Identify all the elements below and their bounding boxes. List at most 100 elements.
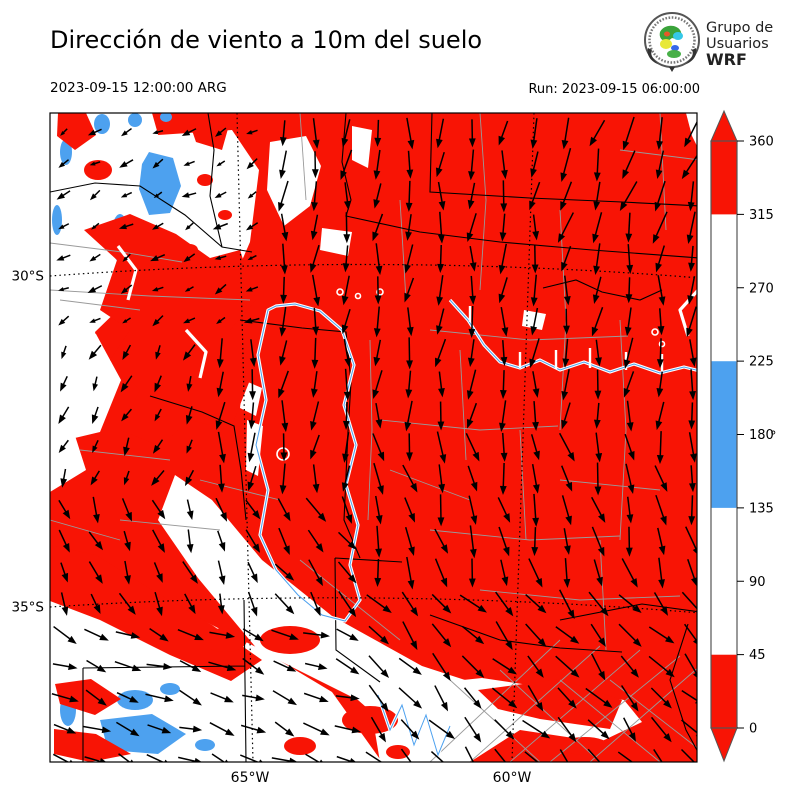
wind-arrow-head xyxy=(92,383,99,392)
wind-sector-blue xyxy=(160,113,172,122)
wind-arrow xyxy=(497,497,509,519)
wind-arrow xyxy=(431,623,449,644)
wind-arrow xyxy=(280,213,287,237)
wind-arrow-head xyxy=(589,136,598,147)
wind-arrow-head xyxy=(56,255,65,261)
wind-arrow-head xyxy=(310,388,318,398)
wind-arrow xyxy=(564,275,569,301)
wind-arrow-head xyxy=(597,546,605,557)
wind-arrow-head xyxy=(499,422,506,433)
wind-arrow-head xyxy=(561,419,568,430)
province-border xyxy=(559,603,697,752)
department-border xyxy=(399,199,407,301)
wind-arrow-head xyxy=(225,728,235,736)
wind-arrow-head xyxy=(567,609,575,620)
wind-arrow xyxy=(114,660,137,670)
wind-arrow-head xyxy=(215,130,223,137)
wind-arrow-head xyxy=(123,477,130,486)
wind-arrow-head xyxy=(542,761,543,762)
wind-arrow-head xyxy=(245,286,253,292)
wind-arrow-head xyxy=(152,224,159,230)
department-border xyxy=(519,429,527,541)
wind-arrow xyxy=(656,180,666,207)
wind-arrow-head xyxy=(624,326,632,337)
wind-arrow-head xyxy=(688,516,696,526)
wind-arrow-head xyxy=(500,203,508,213)
wind-arrow-head xyxy=(687,295,695,305)
wind-arrow-head xyxy=(438,483,446,494)
wind-arrow-head xyxy=(665,668,675,678)
wind-arrow-head xyxy=(289,757,298,762)
wind-arrow xyxy=(274,593,292,611)
wind-arrow-head xyxy=(658,579,665,589)
wind-arrow-head xyxy=(498,293,506,304)
wind-arrow-head xyxy=(568,733,577,743)
department-border xyxy=(429,529,621,541)
wind-arrow-head xyxy=(438,201,446,211)
wind-arrow-head xyxy=(278,388,285,399)
wind-arrow-head xyxy=(447,761,448,762)
wind-arrow-head xyxy=(625,233,633,243)
wind-arrow-head xyxy=(159,633,169,642)
wind-arrow xyxy=(564,558,568,583)
wind-arrow-head xyxy=(255,666,265,675)
wind-arrow-head xyxy=(470,481,478,492)
wind-arrow xyxy=(177,628,200,639)
wind-arrow xyxy=(681,591,697,610)
wind-arrow-head xyxy=(183,255,191,263)
wind-arrow-head xyxy=(501,169,508,180)
wind-arrow-head xyxy=(660,482,668,492)
wind-arrow-head xyxy=(153,193,159,199)
wind-arrow-head xyxy=(505,607,514,617)
wind-arrow-head xyxy=(89,193,97,201)
wind-arrow xyxy=(533,493,537,522)
map-canvas xyxy=(50,113,697,762)
wind-arrow xyxy=(522,719,547,737)
wind-arrow xyxy=(533,274,538,302)
wind-arrow xyxy=(686,120,697,143)
wind-arrow xyxy=(240,754,260,762)
wind-arrow xyxy=(434,528,447,550)
wind-arrow-head xyxy=(687,201,695,212)
wind-arrow-head xyxy=(625,547,633,557)
wind-arrow-head xyxy=(531,547,539,557)
wind-arrow xyxy=(344,432,350,458)
wind-arrow-head xyxy=(594,390,602,400)
wind-arrow-head xyxy=(498,135,506,146)
wind-arrow-head xyxy=(500,356,508,367)
wind-arrow-head xyxy=(194,757,202,762)
wind-arrow-head xyxy=(190,574,198,584)
wind-arrow xyxy=(563,368,570,396)
wind-arrow xyxy=(145,693,169,701)
wind-sector-red xyxy=(186,113,231,150)
wind-arrow xyxy=(657,150,665,174)
wind-arrow-head xyxy=(632,638,642,647)
wind-arrow-head xyxy=(656,387,664,398)
small-lake-outline xyxy=(651,328,659,336)
wind-arrow-head xyxy=(157,509,166,520)
wind-arrow-head xyxy=(560,201,567,211)
wind-arrow-head xyxy=(530,168,537,178)
wind-arrow-head xyxy=(94,541,104,551)
province-border xyxy=(149,395,247,521)
wind-arrow xyxy=(596,148,600,177)
wind-arrow-head xyxy=(568,699,577,709)
wind-arrow xyxy=(338,591,354,614)
wind-arrow-head xyxy=(309,263,317,273)
wind-arrow-head xyxy=(312,326,320,336)
wind-arrow xyxy=(464,716,479,739)
wind-arrow xyxy=(525,623,544,644)
wind-arrow-head xyxy=(561,390,569,401)
wind-arrow-head xyxy=(95,574,103,584)
wind-arrow-head xyxy=(279,485,287,495)
wind-arrow xyxy=(587,748,601,762)
wind-arrow xyxy=(587,719,607,737)
wind-arrow-head xyxy=(625,294,633,304)
wind-arrow xyxy=(648,655,671,675)
wind-arrow-head xyxy=(557,233,566,243)
wind-arrow-head xyxy=(632,604,642,614)
wind-arrow-head xyxy=(438,388,445,398)
wind-arrow xyxy=(407,370,412,394)
wind-arrow xyxy=(563,117,570,145)
wind-arrow-head xyxy=(186,510,194,521)
